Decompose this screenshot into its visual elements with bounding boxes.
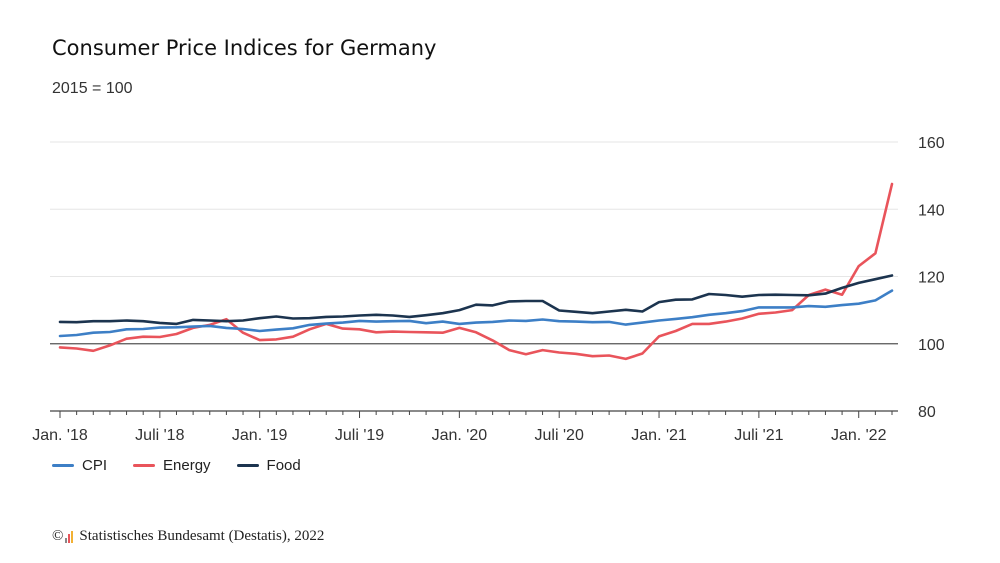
copyright-symbol: ©	[52, 528, 64, 544]
legend-item-energy[interactable]: Energy	[133, 457, 211, 474]
line-chart: 80 100 120 140 160 Jan. '18 Juli '18 Jan. '19 Ju…	[32, 135, 945, 444]
x-tick-label: Jan. '22	[831, 427, 887, 444]
legend-label-cpi: CPI	[82, 457, 108, 474]
x-tick-label: Juli '20	[535, 427, 584, 444]
x-tick-label: Jan. '18	[32, 427, 88, 444]
y-tick-label-100: 100	[918, 337, 945, 354]
series-line-cpi	[58, 289, 894, 338]
source-note: © Statistisches Bundesamt (Destatis), 20…	[52, 528, 324, 545]
legend-item-food[interactable]: Food	[236, 457, 301, 474]
series-line-food	[58, 274, 894, 326]
x-tick-label: Jan. '20	[432, 427, 488, 444]
destatis-logo-icon	[65, 530, 74, 543]
legend-label-food: Food	[266, 457, 301, 474]
chart-title: Consumer Price Indices for Germany	[52, 36, 437, 60]
legend-swatch-cpi	[52, 464, 74, 467]
x-tick-label: Jan. '19	[232, 427, 288, 444]
x-tick-label: Juli '18	[135, 427, 184, 444]
y-tick-label-80: 80	[918, 404, 936, 421]
legend-swatch-energy	[133, 464, 156, 467]
series-line-energy	[58, 182, 894, 361]
legend-item-cpi[interactable]: CPI	[52, 457, 107, 474]
x-tick-label: Jan. '21	[631, 427, 687, 444]
y-tick-label-160: 160	[918, 135, 945, 152]
x-tick-label: Juli '21	[734, 427, 783, 444]
y-tick-label-120: 120	[918, 270, 945, 287]
y-tick-label-140: 140	[918, 202, 945, 219]
legend-swatch-food	[236, 464, 259, 467]
legend-label-energy: Energy	[163, 457, 211, 474]
x-tick-label: Juli '19	[335, 427, 384, 444]
legend: CPI Energy Food	[52, 457, 327, 474]
source-text: Statistisches Bundesamt (Destatis), 2022	[79, 528, 325, 544]
chart-subtitle: 2015 = 100	[52, 80, 133, 97]
